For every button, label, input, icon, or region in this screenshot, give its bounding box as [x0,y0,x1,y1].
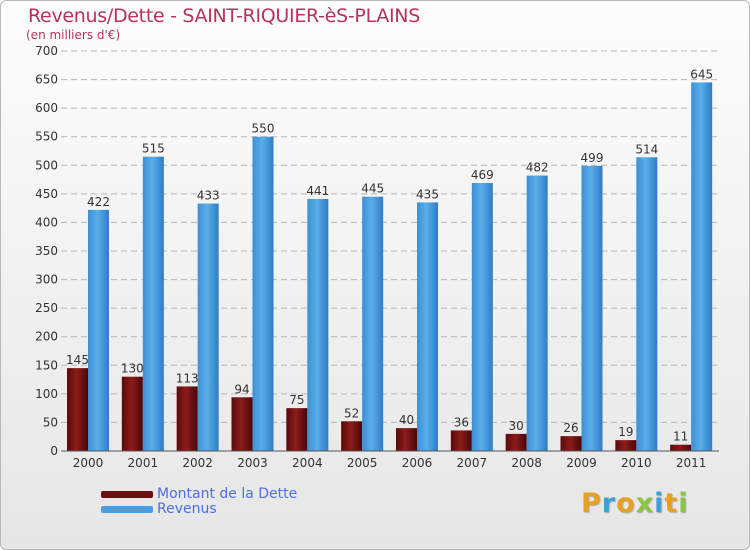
bar-chart: 0 50 100 150 200 250 300 350 400 450 500 550 600 650 7… [35,44,719,470]
x-tick-label: 2003 [237,456,268,470]
bar-revenus [691,82,713,451]
bar-revenus [197,203,219,451]
value-label: 469 [471,168,494,182]
value-label: 40 [399,413,414,427]
value-label: 433 [197,189,220,203]
value-label: 482 [526,161,549,175]
bar-revenus [526,175,548,452]
legend-item-debt: Montant de la Dette [101,487,297,502]
value-label: 499 [581,151,604,165]
logo-letter: r [601,488,617,519]
y-tick-label: 400 [35,215,58,229]
y-tick-label: 300 [35,273,58,287]
x-tick-label: 2008 [511,456,542,470]
legend: Montant de la Dette Revenus [101,487,297,517]
x-tick-label: 2004 [292,456,323,470]
legend-item-revenus: Revenus [101,502,297,517]
y-tick-label: 50 [43,415,58,429]
bar-revenus [88,209,109,451]
y-tick-label: 600 [35,101,58,115]
x-tick-label: 2007 [457,456,488,470]
value-label: 30 [509,419,524,433]
bar-revenus [142,156,164,451]
value-label: 514 [635,142,658,156]
y-tick-label: 250 [35,301,58,315]
value-label: 515 [142,142,165,156]
y-tick-label: 700 [35,44,58,58]
bar-debt [121,376,143,451]
bar-revenus [252,136,274,451]
value-label: 52 [344,406,359,420]
y-tick-label: 200 [35,330,58,344]
x-tick-label: 2002 [182,456,213,470]
value-label: 26 [563,421,578,435]
bar-debt [176,386,198,451]
bar-revenus [636,157,658,452]
x-tick-label: 2005 [347,456,378,470]
y-tick-label: 100 [35,387,58,401]
y-tick-label: 350 [35,244,58,258]
x-tick-label: 2010 [621,456,652,470]
value-label: 145 [66,353,89,367]
bar-revenus [471,183,493,451]
x-tick-label: 2006 [402,456,433,470]
y-tick-label: 150 [35,358,58,372]
bar-revenus [581,165,603,451]
y-axis-ticks: 0 50 100 150 200 250 300 350 400 450 500 550 600 650 7… [35,44,58,458]
value-label: 435 [416,187,439,201]
bar-revenus [417,202,438,451]
bar-debt [670,444,692,451]
value-label: 645 [690,67,713,81]
value-label: 36 [454,415,469,429]
legend-label-debt: Montant de la Dette [157,486,298,502]
bars [67,82,713,452]
value-label: 75 [289,393,304,407]
logo-letter: P [581,488,602,519]
legend-swatch-debt [101,491,153,498]
bar-debt [286,408,308,451]
y-tick-label: 450 [35,187,58,201]
value-label: 550 [252,122,275,136]
bar-debt [450,430,472,451]
y-tick-label: 550 [35,130,58,144]
bar-debt [341,421,363,451]
bar-debt [67,368,88,451]
value-label: 441 [306,184,329,198]
logo-letter: x [635,488,655,519]
logo-letter: o [616,488,636,519]
bar-revenus [362,196,384,451]
value-label: 11 [673,430,688,444]
chart-title: Revenus/Dette - SAINT-RIQUIER-èS-PLAINS [28,5,420,27]
value-label: 130 [121,362,144,376]
y-tick-label: 0 [50,444,58,458]
bar-debt [231,397,253,451]
value-label: 113 [176,371,199,385]
bar-debt [615,440,637,451]
legend-label-revenus: Revenus [157,501,217,517]
x-axis-ticks: 2000 2001 2002 2003 2004 2005 2006 2007 2008 2009… [73,456,707,470]
logo-letter: i [678,488,689,519]
value-label: 94 [234,382,249,396]
logo-letter: i [654,488,665,519]
y-tick-label: 500 [35,158,58,172]
bar-debt [396,428,417,451]
logo-letter: t [664,488,679,519]
bar-debt [505,433,527,451]
bar-debt [560,436,582,451]
proxiti-logo: Proxiti [581,488,689,519]
value-label: 422 [87,195,110,209]
legend-swatch-revenus [101,506,153,513]
x-tick-label: 2001 [128,456,159,470]
chart-subtitle: (en milliers d'€) [26,28,121,42]
value-labels: 145 422 130 515 113 433 94 550 75 441 52 445 40 435 36… [66,67,713,443]
x-tick-label: 2011 [676,456,707,470]
bar-revenus [307,199,329,451]
y-tick-label: 650 [35,73,58,87]
x-tick-label: 2000 [73,456,104,470]
value-label: 19 [618,425,633,439]
value-label: 445 [361,182,384,196]
x-tick-label: 2009 [566,456,597,470]
